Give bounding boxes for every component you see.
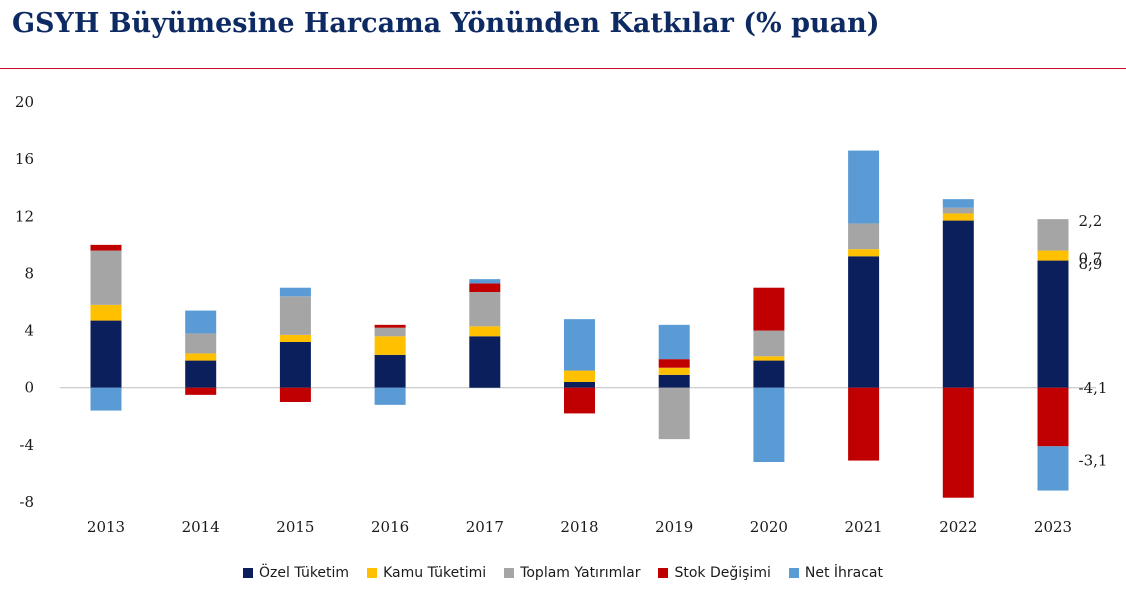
bar-segment-ihracat-2022 xyxy=(942,199,974,208)
bar-segment-kamu-2016 xyxy=(374,336,406,355)
bar-segment-ihracat-2019 xyxy=(658,324,690,360)
bar-segment-kamu-2014 xyxy=(185,353,217,361)
bar-segment-ozel-2020 xyxy=(753,360,785,388)
bar-segment-ihracat-2013 xyxy=(90,387,122,411)
legend-item-ozel-tuketim: Özel Tüketim xyxy=(243,565,349,581)
bar-segment-yatirim-2016 xyxy=(374,327,406,337)
legend-item-stok-degisimi: Stok Değişimi xyxy=(658,565,771,581)
bar-segment-kamu-2019 xyxy=(658,367,690,375)
bar-segment-stok-2023 xyxy=(1037,387,1069,447)
legend-swatch-ozel-tuketim xyxy=(243,568,253,578)
bar-segment-ihracat-2015 xyxy=(279,287,311,297)
x-tick-label: 2023 xyxy=(1034,518,1072,536)
bar-segment-kamu-2022 xyxy=(942,213,974,221)
x-tick-label: 2017 xyxy=(466,518,504,536)
bar-segment-yatirim-2022 xyxy=(942,207,974,214)
bar-segment-stok-2013 xyxy=(90,244,122,251)
legend-label-ozel-tuketim: Özel Tüketim xyxy=(259,565,350,581)
bar-segment-yatirim-2013 xyxy=(90,250,122,305)
bar-segment-ihracat-2017 xyxy=(469,279,501,284)
bar-segment-ihracat-2016 xyxy=(374,387,406,405)
data-label: 0,7 xyxy=(1079,250,1103,268)
legend-label-toplam-yatirimlar: Toplam Yatırımlar xyxy=(520,565,641,581)
bar-segment-kamu-2015 xyxy=(279,334,311,342)
bar-segment-kamu-2018 xyxy=(564,370,595,382)
bar-segment-ihracat-2021 xyxy=(848,150,880,224)
x-tick-label: 2014 xyxy=(182,518,220,536)
data-label: -4,1 xyxy=(1079,379,1108,397)
x-tick-label: 2018 xyxy=(560,518,598,536)
x-tick-label: 2021 xyxy=(845,518,883,536)
chart-title: GSYH Büyümesine Harcama Yönünden Katkıla… xyxy=(12,8,880,39)
bar-segment-yatirim-2020 xyxy=(753,330,785,357)
bar-segment-ozel-2023 xyxy=(1037,260,1069,388)
legend-item-kamu-tuketimi: Kamu Tüketimi xyxy=(367,565,486,581)
bar-segment-yatirim-2021 xyxy=(848,223,880,250)
y-tick-label: 12 xyxy=(15,207,34,225)
bar-segment-ozel-2014 xyxy=(185,360,217,388)
bar-segment-stok-2022 xyxy=(942,387,974,498)
bar-segment-ihracat-2020 xyxy=(753,387,785,462)
legend-swatch-stok-degisimi xyxy=(658,568,669,578)
legend-label-net-ihracat: Net İhracat xyxy=(804,565,883,581)
bar-segment-kamu-2020 xyxy=(753,356,785,361)
bar-segment-ozel-2019 xyxy=(658,374,690,388)
legend-swatch-net-ihracat xyxy=(788,568,799,578)
y-tick-label: -8 xyxy=(19,493,34,511)
y-tick-label: 8 xyxy=(24,264,34,282)
bar-segment-ozel-2016 xyxy=(374,354,406,388)
legend-item-net-ihracat: Net İhracat xyxy=(788,565,883,581)
bar-segment-yatirim-2019 xyxy=(658,387,690,440)
legend-item-toplam-yatirimlar: Toplam Yatırımlar xyxy=(504,565,640,581)
legend: Özel Tüketim Kamu Tüketimi Toplam Yatırı… xyxy=(0,565,1126,581)
bar-segment-ihracat-2018 xyxy=(564,319,595,371)
x-tick-label: 2016 xyxy=(371,518,409,536)
bar-segment-ozel-2018 xyxy=(564,382,595,388)
bar-segment-stok-2014 xyxy=(185,387,217,395)
y-tick-label: 20 xyxy=(15,93,34,111)
y-tick-label: 16 xyxy=(15,150,34,168)
bar-segment-kamu-2021 xyxy=(848,249,880,257)
bar-segment-ihracat-2023 xyxy=(1037,446,1069,491)
bar-segment-yatirim-2017 xyxy=(469,292,501,327)
bar-segment-ihracat-2014 xyxy=(185,310,217,334)
x-tick-label: 2020 xyxy=(750,518,788,536)
y-tick-label: 0 xyxy=(24,379,34,397)
bar-segment-kamu-2023 xyxy=(1037,250,1069,261)
bar-segment-stok-2015 xyxy=(279,387,311,402)
legend-label-stok-degisimi: Stok Değişimi xyxy=(674,565,771,581)
bar-segment-stok-2018 xyxy=(564,387,595,414)
bar-segment-ozel-2022 xyxy=(942,220,974,388)
bar-segment-stok-2016 xyxy=(374,324,406,328)
legend-label-kamu-tuketimi: Kamu Tüketimi xyxy=(383,565,487,581)
bar-segment-ozel-2021 xyxy=(848,256,880,388)
bar-segment-ozel-2017 xyxy=(469,336,501,388)
bar-segment-ozel-2015 xyxy=(279,342,311,388)
bar-segment-stok-2020 xyxy=(753,287,785,331)
data-label: 2,2 xyxy=(1079,212,1103,230)
data-label: -3,1 xyxy=(1079,451,1108,469)
data-label: 8,9 xyxy=(1079,255,1103,273)
y-tick-label: 4 xyxy=(24,322,34,340)
bar-segment-kamu-2017 xyxy=(469,326,501,337)
bar-segment-kamu-2013 xyxy=(90,304,122,321)
x-tick-label: 2013 xyxy=(87,518,125,536)
x-tick-label: 2019 xyxy=(655,518,693,536)
x-tick-label: 2022 xyxy=(939,518,977,536)
legend-swatch-toplam-yatirimlar xyxy=(504,568,515,578)
bar-segment-stok-2019 xyxy=(658,359,690,368)
title-divider xyxy=(0,68,1126,69)
y-tick-label: -4 xyxy=(19,436,34,454)
bar-segment-yatirim-2015 xyxy=(279,296,311,335)
bar-segment-stok-2021 xyxy=(848,387,880,461)
bar-segment-yatirim-2014 xyxy=(185,333,217,354)
bar-segment-stok-2017 xyxy=(469,283,501,292)
x-tick-label: 2015 xyxy=(276,518,314,536)
legend-swatch-kamu-tuketimi xyxy=(367,568,378,578)
bar-segment-yatirim-2023 xyxy=(1037,219,1069,251)
bar-segment-ozel-2013 xyxy=(90,320,122,388)
